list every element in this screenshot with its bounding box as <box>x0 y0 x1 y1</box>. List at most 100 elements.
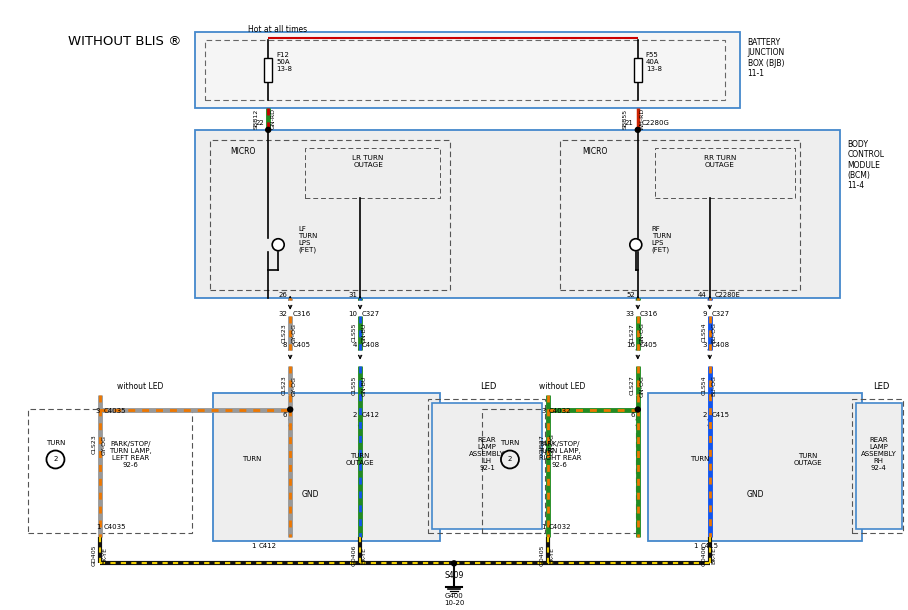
Text: C4032: C4032 <box>549 525 571 531</box>
Text: C4035: C4035 <box>104 407 126 414</box>
Text: GY-OG: GY-OG <box>291 376 297 395</box>
Text: MICRO: MICRO <box>582 148 607 156</box>
Text: TURN: TURN <box>45 440 65 445</box>
Bar <box>28 409 192 533</box>
Text: GN-BU: GN-BU <box>361 323 367 343</box>
Bar <box>211 140 450 290</box>
Text: GD405: GD405 <box>92 545 97 566</box>
Text: C415: C415 <box>712 412 730 417</box>
Text: C327: C327 <box>362 310 380 317</box>
Text: GD406: GD406 <box>351 545 357 566</box>
Text: C2280E: C2280E <box>715 292 740 298</box>
Text: CLS55: CLS55 <box>351 323 357 342</box>
Text: LR TURN
OUTAGE: LR TURN OUTAGE <box>352 156 384 168</box>
Text: 6: 6 <box>630 412 635 417</box>
Bar <box>195 130 840 298</box>
Text: MICRO: MICRO <box>231 148 256 156</box>
Text: REAR
LAMP
ASSEMBLY
RH
92-4: REAR LAMP ASSEMBLY RH 92-4 <box>861 437 896 472</box>
Text: 26: 26 <box>279 292 287 298</box>
Text: REAR
LAMP
ASSEMBLY
LH
92-1: REAR LAMP ASSEMBLY LH 92-1 <box>469 437 505 472</box>
Text: C412: C412 <box>258 544 276 550</box>
Text: TURN
OUTAGE: TURN OUTAGE <box>794 453 822 466</box>
Circle shape <box>630 239 642 251</box>
Text: 33: 33 <box>626 310 635 317</box>
Text: 21: 21 <box>625 120 634 126</box>
Text: CLS27: CLS27 <box>629 323 635 342</box>
Text: S409: S409 <box>444 571 464 580</box>
Text: 2: 2 <box>352 412 357 417</box>
Text: BATTERY
JUNCTION
BOX (BJB)
11-1: BATTERY JUNCTION BOX (BJB) 11-1 <box>747 38 785 78</box>
Text: 4: 4 <box>352 342 357 348</box>
Text: SBB12: SBB12 <box>253 109 258 129</box>
Text: TURN: TURN <box>242 456 262 462</box>
Text: CLS23: CLS23 <box>281 376 287 395</box>
Text: BK-YE: BK-YE <box>549 547 555 564</box>
Text: C4032: C4032 <box>549 407 571 414</box>
Text: C408: C408 <box>712 342 730 348</box>
Bar <box>655 148 794 198</box>
Bar <box>647 393 862 542</box>
Text: PARK/STOP/
TURN LAMP,
RIGHT REAR
92-6: PARK/STOP/ TURN LAMP, RIGHT REAR 92-6 <box>538 441 581 468</box>
Text: 1: 1 <box>96 525 101 531</box>
Text: C405: C405 <box>640 342 657 348</box>
Text: BU-OG: BU-OG <box>711 375 716 396</box>
Circle shape <box>636 407 640 412</box>
Text: 22: 22 <box>255 120 264 126</box>
Text: 52: 52 <box>626 292 635 298</box>
Text: GD406: GD406 <box>701 545 706 566</box>
Text: C412: C412 <box>362 412 380 417</box>
Bar <box>852 398 903 533</box>
Text: G400
10-20: G400 10-20 <box>444 594 464 606</box>
Text: 6: 6 <box>282 412 287 417</box>
Text: GN-OG: GN-OG <box>639 321 645 343</box>
Text: GND: GND <box>301 490 319 499</box>
Text: SBB55: SBB55 <box>623 109 627 129</box>
Text: 1: 1 <box>541 525 546 531</box>
Circle shape <box>266 127 271 132</box>
Bar <box>195 32 740 108</box>
Text: without LED: without LED <box>117 382 163 391</box>
Text: PARK/STOP/
TURN LAMP,
LEFT REAR
92-6: PARK/STOP/ TURN LAMP, LEFT REAR 92-6 <box>109 441 152 468</box>
Text: GN-RD: GN-RD <box>271 109 275 129</box>
Text: LED: LED <box>873 382 890 391</box>
Text: GY-OG: GY-OG <box>291 323 297 343</box>
Text: 3: 3 <box>96 407 101 414</box>
Text: BK-YE: BK-YE <box>361 547 367 564</box>
Text: C4035: C4035 <box>104 525 126 531</box>
Text: C408: C408 <box>362 342 380 348</box>
Bar <box>634 58 642 82</box>
Bar <box>560 140 800 290</box>
Text: LF
TURN
LPS
(FET): LF TURN LPS (FET) <box>298 226 318 254</box>
Bar <box>432 403 542 529</box>
Bar <box>428 398 545 533</box>
Bar <box>305 148 440 198</box>
Text: 9: 9 <box>702 310 706 317</box>
Text: 16: 16 <box>626 342 635 348</box>
Text: 2: 2 <box>508 456 512 462</box>
Text: BODY
CONTROL
MODULE
(BCM)
11-4: BODY CONTROL MODULE (BCM) 11-4 <box>847 140 884 190</box>
Text: GD405: GD405 <box>539 545 545 566</box>
Text: CLS55: CLS55 <box>351 376 357 395</box>
Text: 1: 1 <box>693 544 697 550</box>
Text: C415: C415 <box>701 544 719 550</box>
Text: CLS27: CLS27 <box>629 376 635 395</box>
Text: TURN: TURN <box>690 456 709 462</box>
Text: 2: 2 <box>54 456 57 462</box>
Text: WH-RD: WH-RD <box>640 108 645 130</box>
Text: GN-BU: GN-BU <box>361 375 367 396</box>
Text: C2280G: C2280G <box>642 120 670 126</box>
Text: BK-YE: BK-YE <box>711 547 716 564</box>
Text: GN-OG: GN-OG <box>639 375 645 397</box>
Text: TURN
OUTAGE: TURN OUTAGE <box>346 453 374 466</box>
Text: 10: 10 <box>348 310 357 317</box>
Text: GN-OG: GN-OG <box>549 434 555 456</box>
Text: WITHOUT BLIS ®: WITHOUT BLIS ® <box>68 35 182 48</box>
Text: CLS23: CLS23 <box>92 435 97 454</box>
Text: RF
TURN
LPS
(FET): RF TURN LPS (FET) <box>652 226 671 254</box>
Text: BU-OG: BU-OG <box>711 322 716 343</box>
Text: without LED: without LED <box>538 382 585 391</box>
Text: C405: C405 <box>292 342 311 348</box>
Text: GY-OG: GY-OG <box>102 434 107 454</box>
Circle shape <box>636 127 640 132</box>
Bar <box>264 58 272 82</box>
